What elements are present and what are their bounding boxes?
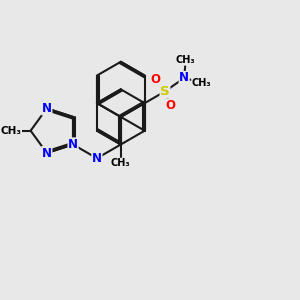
Text: CH₃: CH₃ <box>176 55 196 65</box>
Text: O: O <box>150 73 160 86</box>
Text: O: O <box>165 99 175 112</box>
Text: CH₃: CH₃ <box>0 126 21 136</box>
Text: N: N <box>179 71 189 85</box>
Text: N: N <box>92 152 102 165</box>
Text: N: N <box>42 102 52 115</box>
Text: N: N <box>68 138 78 151</box>
Text: N: N <box>42 146 52 160</box>
Text: S: S <box>160 85 170 98</box>
Text: CH₃: CH₃ <box>111 158 130 168</box>
Text: CH₃: CH₃ <box>192 78 211 88</box>
